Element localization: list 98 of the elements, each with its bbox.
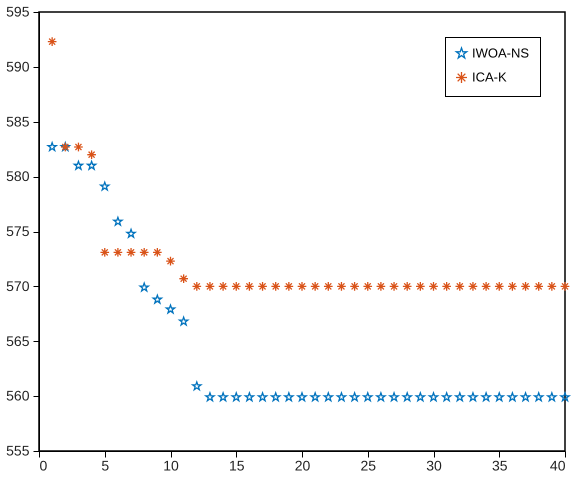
- point: [112, 247, 123, 258]
- x-tick-label: 5: [101, 458, 110, 474]
- point: [468, 392, 478, 402]
- point: [546, 281, 557, 292]
- point: [178, 316, 188, 326]
- point: [139, 282, 149, 292]
- point: [244, 281, 254, 292]
- point: [166, 256, 176, 266]
- point: [416, 392, 426, 402]
- point: [258, 281, 268, 292]
- point: [442, 281, 452, 292]
- point: [428, 392, 438, 402]
- point: [270, 281, 281, 292]
- point: [284, 281, 294, 292]
- point: [454, 281, 465, 292]
- y-tick-label: 590: [6, 58, 30, 74]
- point: [389, 392, 399, 402]
- point: [231, 281, 242, 292]
- point: [47, 36, 58, 47]
- point: [100, 182, 110, 191]
- point: [152, 247, 162, 258]
- point: [47, 142, 57, 152]
- y-tick-label: 585: [6, 113, 30, 130]
- point: [126, 228, 136, 238]
- point: [362, 392, 373, 402]
- point: [218, 281, 228, 292]
- point: [376, 281, 386, 292]
- point: [534, 281, 544, 292]
- point: [323, 281, 334, 292]
- point: [139, 247, 150, 258]
- point: [428, 281, 438, 292]
- point: [389, 281, 400, 292]
- point: [481, 281, 492, 292]
- point: [166, 304, 176, 314]
- y-tick-label: 580: [6, 168, 30, 184]
- point: [494, 392, 504, 402]
- x-tick-label: 0: [40, 458, 48, 474]
- point: [508, 392, 518, 402]
- point: [560, 281, 570, 292]
- point: [336, 392, 346, 402]
- point: [402, 281, 412, 292]
- point: [152, 294, 162, 304]
- point: [362, 281, 373, 292]
- point: [218, 392, 228, 402]
- point: [494, 281, 504, 292]
- x-tick-label: 30: [426, 458, 442, 474]
- point: [481, 392, 491, 402]
- point: [560, 392, 570, 402]
- point: [376, 392, 386, 402]
- point: [113, 216, 123, 226]
- point: [310, 392, 320, 402]
- point: [336, 281, 346, 292]
- point: [178, 274, 189, 284]
- point: [73, 142, 84, 152]
- point: [350, 392, 360, 402]
- point: [468, 281, 478, 292]
- point: [442, 392, 452, 402]
- point: [415, 281, 426, 292]
- point: [402, 392, 412, 402]
- point: [126, 247, 136, 258]
- point: [258, 392, 268, 402]
- x-tick-label: 20: [294, 458, 310, 474]
- point: [204, 281, 215, 292]
- point: [324, 392, 334, 402]
- point: [507, 281, 518, 292]
- point: [547, 392, 557, 402]
- point: [192, 281, 202, 292]
- legend-label: ICA-K: [472, 70, 507, 84]
- y-tick-label: 595: [6, 4, 30, 20]
- point: [284, 392, 294, 402]
- point: [74, 160, 84, 170]
- y-tick-label: 575: [6, 223, 30, 239]
- x-tick-label: 40: [550, 458, 566, 474]
- point: [455, 392, 465, 402]
- point: [231, 392, 242, 402]
- y-tick-label: 560: [6, 388, 30, 404]
- x-tick-label: 10: [163, 458, 179, 474]
- x-tick-label: 35: [492, 458, 508, 474]
- point: [350, 281, 360, 292]
- point: [534, 392, 544, 402]
- point: [520, 392, 530, 402]
- point: [86, 160, 96, 170]
- point: [86, 150, 97, 160]
- point: [192, 381, 202, 390]
- point: [297, 281, 307, 292]
- point: [205, 392, 215, 402]
- y-tick-label: 565: [6, 332, 30, 349]
- point: [310, 281, 320, 292]
- point: [244, 392, 254, 402]
- y-tick-label: 570: [6, 278, 30, 294]
- point: [520, 281, 531, 292]
- legend-label: IWOA-NS: [472, 46, 530, 60]
- point: [270, 392, 280, 402]
- y-tick-label: 555: [6, 442, 30, 458]
- x-tick-label: 25: [360, 458, 376, 474]
- point: [297, 392, 307, 402]
- x-tick-label: 15: [228, 458, 245, 474]
- point: [100, 247, 110, 258]
